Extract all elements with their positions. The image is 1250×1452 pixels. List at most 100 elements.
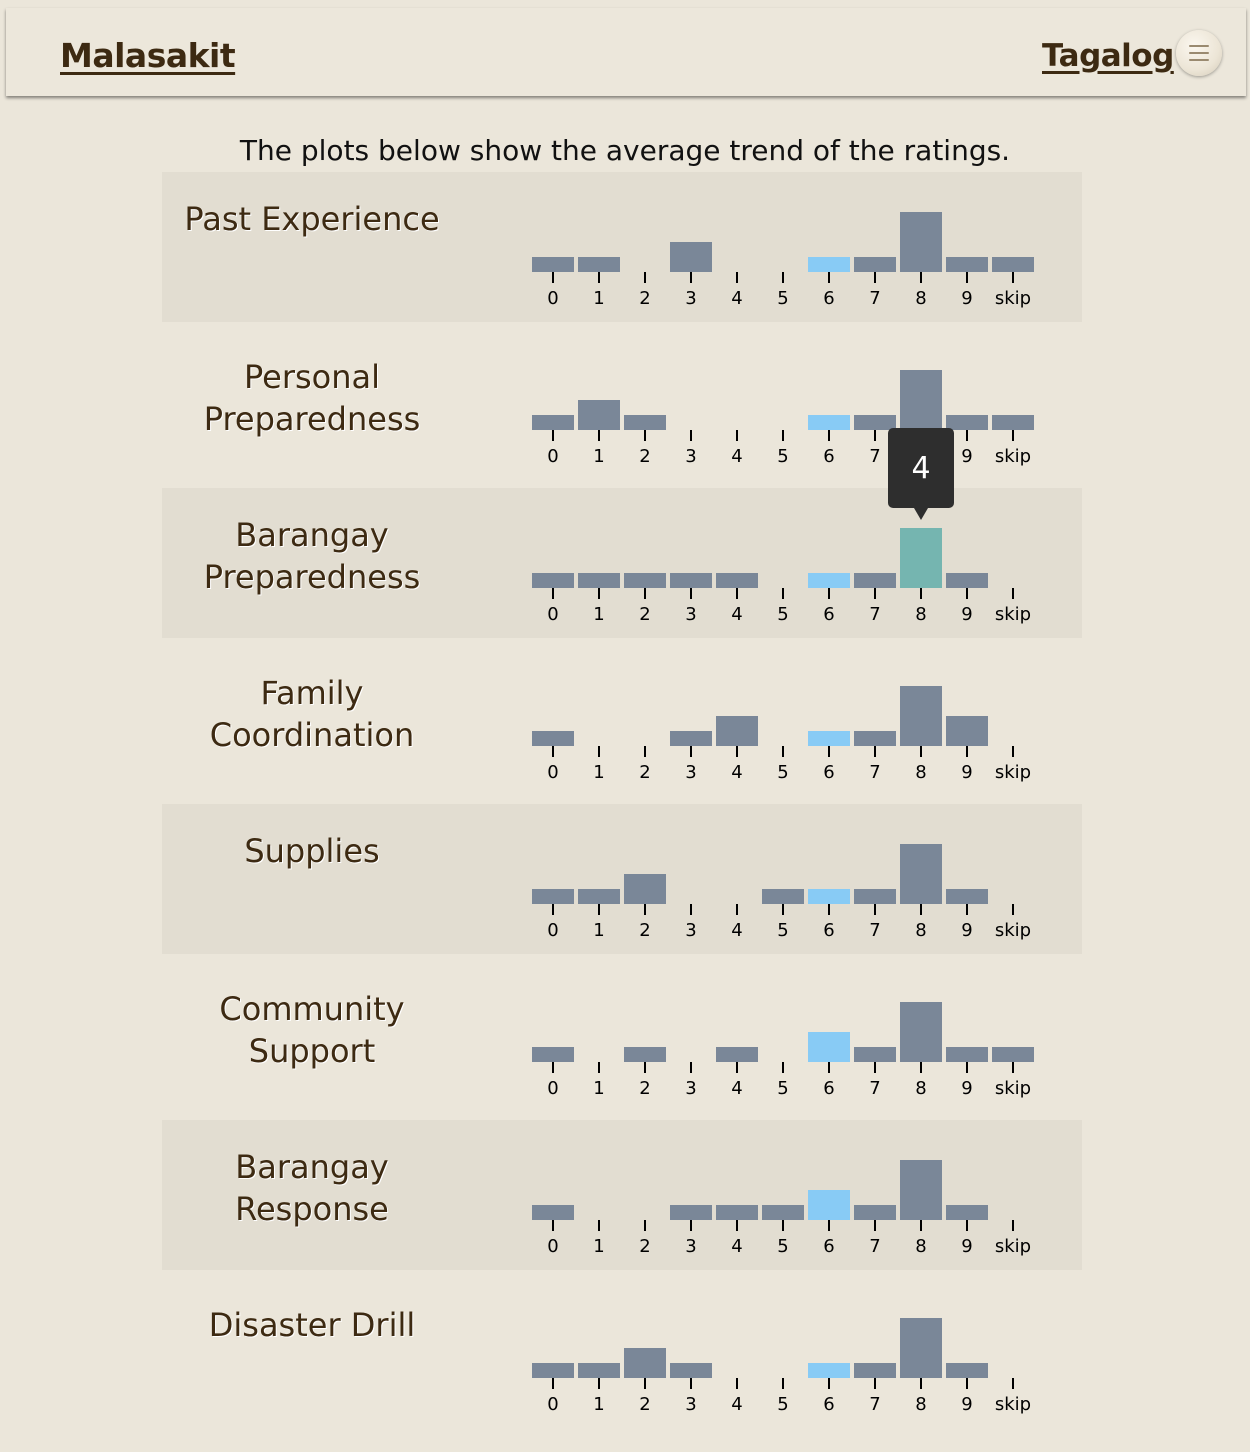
bar-2[interactable] [624, 415, 666, 430]
bar-6[interactable] [808, 1032, 850, 1062]
language-switch-link[interactable]: Tagalog [1042, 38, 1174, 74]
bar-4[interactable] [716, 1205, 758, 1220]
bar-9[interactable] [946, 257, 988, 272]
bar-2[interactable] [624, 573, 666, 588]
tick-label: 8 [915, 1394, 926, 1415]
bar-1[interactable] [578, 400, 620, 430]
brand-home-link[interactable]: Malasakit [60, 36, 236, 75]
bar-7[interactable] [854, 573, 896, 588]
bar-8[interactable] [900, 844, 942, 904]
tick-label: 9 [961, 604, 972, 625]
bar-8[interactable] [900, 686, 942, 746]
rating-row: Family Coordination 0 1 2 3 4 5 6 7 8 9 skip [162, 646, 1082, 796]
bar-3[interactable] [670, 1205, 712, 1220]
bar-1[interactable] [578, 1363, 620, 1378]
bar-4[interactable] [716, 1047, 758, 1062]
bar-skip[interactable] [992, 415, 1034, 430]
bar-9[interactable] [946, 1205, 988, 1220]
bar-2[interactable] [624, 1348, 666, 1378]
tick-label: 2 [639, 1394, 650, 1415]
bar-6[interactable] [808, 573, 850, 588]
tick-label: 6 [823, 1236, 834, 1257]
tick-label: 8 [915, 762, 926, 783]
bar-9[interactable] [946, 1047, 988, 1062]
tick-label: skip [995, 446, 1031, 467]
bar-6[interactable] [808, 1363, 850, 1378]
bar-0[interactable] [532, 257, 574, 272]
tick-label: 5 [777, 1078, 788, 1099]
tick-label: 6 [823, 1078, 834, 1099]
bar-2[interactable] [624, 1047, 666, 1062]
bar-0[interactable] [532, 1047, 574, 1062]
bar-3[interactable] [670, 242, 712, 272]
bar-8[interactable] [900, 212, 942, 272]
tick-label: 8 [915, 288, 926, 309]
bar-0[interactable] [532, 1363, 574, 1378]
tick-label: 1 [593, 920, 604, 941]
bar-0[interactable] [532, 889, 574, 904]
tick-label: 0 [547, 1078, 558, 1099]
bar-8[interactable] [900, 1318, 942, 1378]
bar-7[interactable] [854, 731, 896, 746]
bar-6[interactable] [808, 731, 850, 746]
bar-1[interactable] [578, 257, 620, 272]
bar-3[interactable] [670, 573, 712, 588]
bar-8[interactable] [900, 528, 942, 588]
bar-6[interactable] [808, 1190, 850, 1220]
bar-7[interactable] [854, 1205, 896, 1220]
rating-row: Disaster Drill 0 1 2 3 4 5 6 7 8 9 skip [162, 1278, 1082, 1428]
bar-9[interactable] [946, 716, 988, 746]
bar-skip[interactable] [992, 1047, 1034, 1062]
bar-4[interactable] [716, 716, 758, 746]
tick-label: 6 [823, 1394, 834, 1415]
bar-5[interactable] [762, 889, 804, 904]
bar-6[interactable] [808, 889, 850, 904]
tick-label: 1 [593, 1394, 604, 1415]
bar-7[interactable] [854, 1363, 896, 1378]
bar-1[interactable] [578, 889, 620, 904]
menu-button[interactable] [1176, 30, 1222, 76]
bar-8[interactable] [900, 1002, 942, 1062]
tick-label: 5 [777, 288, 788, 309]
rating-histogram: 0 1 2 3 4 5 6 7 8 9 skip [532, 844, 1031, 941]
tick-label: 4 [731, 1394, 742, 1415]
bar-9[interactable] [946, 889, 988, 904]
bar-5[interactable] [762, 1205, 804, 1220]
bar-9[interactable] [946, 415, 988, 430]
rating-row: Supplies 0 1 2 3 4 5 6 7 8 9 skip [162, 804, 1082, 954]
bar-1[interactable] [578, 573, 620, 588]
rating-row: Past Experience 0 1 2 3 4 5 6 7 8 9 skip [162, 172, 1082, 322]
bar-0[interactable] [532, 573, 574, 588]
bar-2[interactable] [624, 874, 666, 904]
tick-label: 5 [777, 920, 788, 941]
bar-3[interactable] [670, 731, 712, 746]
tick-label: 5 [777, 604, 788, 625]
tick-label: 6 [823, 446, 834, 467]
tick-label: 7 [869, 446, 880, 467]
bar-7[interactable] [854, 257, 896, 272]
tick-label: skip [995, 762, 1031, 783]
bar-7[interactable] [854, 1047, 896, 1062]
bar-skip[interactable] [992, 257, 1034, 272]
bar-0[interactable] [532, 415, 574, 430]
tick-label: 7 [869, 604, 880, 625]
bar-3[interactable] [670, 1363, 712, 1378]
bar-4[interactable] [716, 573, 758, 588]
bar-8[interactable] [900, 370, 942, 430]
bar-9[interactable] [946, 1363, 988, 1378]
bar-6[interactable] [808, 415, 850, 430]
row-title: Disaster Drill [208, 1306, 416, 1344]
bar-7[interactable] [854, 889, 896, 904]
tick-label: 3 [685, 920, 696, 941]
bar-0[interactable] [532, 731, 574, 746]
bar-8[interactable] [900, 1160, 942, 1220]
bar-7[interactable] [854, 415, 896, 430]
rating-histogram: 0 1 2 3 4 5 6 7 8 9 skip [532, 1160, 1031, 1257]
bar-0[interactable] [532, 1205, 574, 1220]
tick-label: 3 [685, 288, 696, 309]
tick-label: 8 [915, 920, 926, 941]
bar-9[interactable] [946, 573, 988, 588]
tick-label: 7 [869, 288, 880, 309]
tick-label: 3 [685, 762, 696, 783]
bar-6[interactable] [808, 257, 850, 272]
